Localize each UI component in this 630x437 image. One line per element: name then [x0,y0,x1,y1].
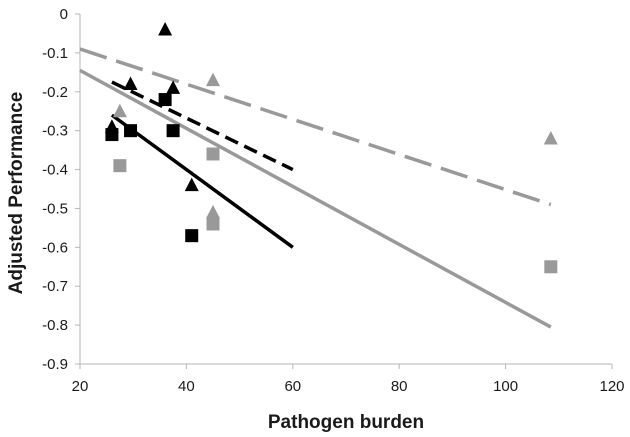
data-point-triangle [543,130,558,145]
data-point-triangle [166,80,181,94]
y-tick-label: -0.4 [42,162,68,179]
x-tick-label: 120 [599,378,624,395]
y-axis-title: Adjusted Performance [6,92,27,295]
x-tick-label: 80 [391,378,408,395]
trendline [111,80,294,172]
x-tick-label: 20 [72,378,89,395]
y-tick-label: -0.3 [42,123,68,140]
y-tick-label: -0.6 [42,239,68,256]
data-point-triangle [112,103,127,118]
marker-group [104,22,558,274]
data-point-triangle [206,204,220,219]
data-point-triangle [184,177,199,192]
data-point-square [544,260,558,274]
x-tick-label: 40 [178,378,195,395]
y-tick-labels: 0 -0.1 -0.2 -0.3 -0.4 -0.5 -0.6 -0.7 -0.8 -0.9 [42,6,68,373]
trendline [79,68,552,329]
y-tick-label: 0 [60,6,68,23]
data-point-triangle [206,72,220,87]
trendline [110,113,294,249]
y-tick-label: -0.1 [42,45,68,62]
data-point-square [105,128,119,142]
x-axis-title: Pathogen burden [268,412,424,433]
trendline-group [79,47,552,329]
y-tick-label: -0.5 [42,200,68,217]
y-tick-label: -0.2 [42,84,68,101]
y-tick-label: -0.9 [42,356,68,373]
data-point-square [124,124,138,138]
data-point-triangle [158,22,173,36]
data-point-square [206,147,220,161]
y-tick-label: -0.7 [42,278,68,295]
data-point-square [158,93,172,107]
trendline [79,47,552,207]
x-tick-labels: 20 40 60 80 100 120 [72,378,625,395]
data-point-square [206,217,220,231]
data-point-square [166,124,180,138]
y-tick-label: -0.8 [42,317,68,334]
data-point-square [113,159,127,173]
data-point-square [185,229,199,243]
x-tick-label: 100 [493,378,518,395]
x-tick-label: 60 [284,378,301,395]
data-point-triangle [123,76,138,90]
